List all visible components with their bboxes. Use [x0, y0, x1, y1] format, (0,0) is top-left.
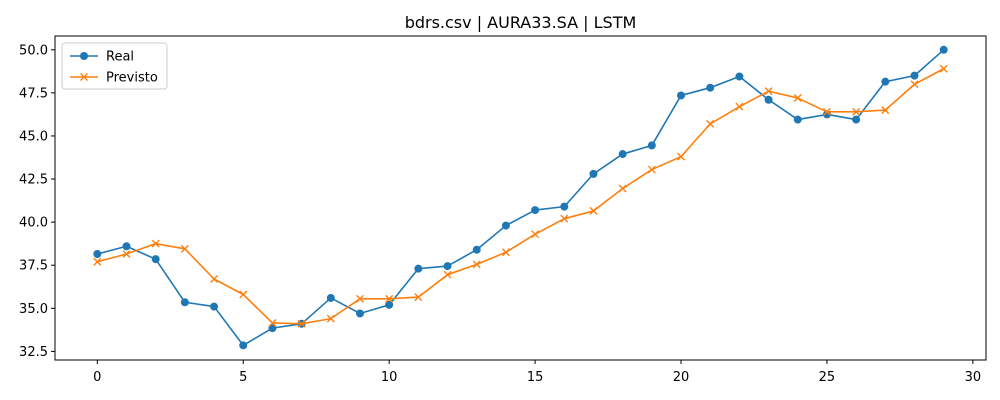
data-point-previsto: [764, 87, 773, 96]
legend-marker-previsto: [80, 73, 88, 81]
series-line-previsto: [97, 68, 945, 325]
legend-label-previsto: Previsto: [106, 71, 158, 86]
data-point-previsto: [589, 206, 598, 215]
data-point-previsto: [706, 119, 715, 128]
data-point-previsto: [122, 250, 131, 259]
data-point-previsto: [414, 293, 423, 302]
data-point-real: [560, 202, 569, 211]
data-point-real: [618, 150, 627, 159]
y-tick-label: 50.0: [19, 43, 48, 58]
data-point-real: [647, 141, 656, 150]
data-point-previsto: [326, 314, 335, 323]
data-point-real: [180, 298, 189, 307]
data-point-previsto: [443, 270, 452, 279]
data-point-previsto: [151, 239, 160, 248]
y-tick-label: 45.0: [19, 129, 48, 144]
data-point-real: [122, 242, 131, 251]
data-point-real: [793, 115, 802, 124]
data-point-real: [910, 71, 919, 80]
y-tick-label: 37.5: [19, 259, 48, 274]
data-point-previsto: [647, 165, 656, 174]
data-point-previsto: [852, 107, 861, 116]
data-point-previsto: [501, 248, 510, 257]
data-point-previsto: [268, 318, 277, 327]
data-point-previsto: [793, 94, 802, 103]
data-point-real: [939, 45, 948, 54]
x-tick-label: 5: [239, 370, 247, 385]
data-point-real: [385, 300, 394, 309]
data-point-real: [443, 262, 452, 271]
data-point-real: [735, 72, 744, 81]
data-point-previsto: [93, 257, 102, 266]
y-tick-label: 32.5: [19, 345, 48, 360]
data-point-real: [677, 91, 686, 100]
data-point-previsto: [180, 244, 189, 253]
data-point-real: [881, 77, 890, 86]
data-point-real: [239, 341, 248, 350]
x-tick-label: 15: [527, 370, 544, 385]
data-point-real: [852, 115, 861, 124]
data-point-previsto: [677, 152, 686, 161]
data-point-real: [210, 302, 219, 311]
data-point-previsto: [355, 294, 364, 303]
data-point-previsto: [531, 230, 540, 239]
data-point-previsto: [881, 106, 890, 115]
data-point-previsto: [560, 214, 569, 223]
y-tick-label: 47.5: [19, 86, 48, 101]
data-point-real: [501, 221, 510, 230]
data-point-previsto: [472, 260, 481, 269]
y-tick-label: 40.0: [19, 216, 48, 231]
data-point-real: [93, 250, 102, 259]
data-point-previsto: [297, 319, 306, 328]
data-point-real: [326, 293, 335, 302]
data-point-real: [151, 255, 160, 264]
data-point-previsto: [618, 184, 627, 193]
data-point-previsto: [822, 107, 831, 116]
data-point-real: [764, 95, 773, 104]
legend: Real Previsto: [61, 42, 168, 90]
data-point-real: [355, 309, 364, 318]
data-point-real: [531, 206, 540, 215]
data-point-previsto: [939, 64, 948, 73]
data-point-real: [589, 169, 598, 178]
data-point-previsto: [910, 80, 919, 89]
data-point-previsto: [735, 102, 744, 111]
x-tick-label: 30: [965, 370, 982, 385]
data-point-previsto: [239, 290, 248, 299]
chart-title: bdrs.csv | AURA33.SA | LSTM: [405, 13, 637, 32]
y-tick-label: 42.5: [19, 173, 48, 188]
series-line-real: [97, 49, 945, 347]
axes: 0 5 10 15 20 25 30 32.5 35.0 37.5 40.0 42.5 45.0 47.5…: [19, 35, 987, 385]
legend-label-real: Real: [106, 50, 134, 65]
data-point-real: [268, 324, 277, 333]
data-point-real: [706, 83, 715, 92]
data-point-previsto: [385, 294, 394, 303]
data-point-real: [472, 245, 481, 254]
data-point-real: [414, 264, 423, 273]
x-tick-label: 25: [819, 370, 836, 385]
axes-frame: [54, 35, 987, 361]
x-tick-label: 20: [673, 370, 690, 385]
plot-area: [93, 45, 948, 350]
data-point-previsto: [210, 275, 219, 283]
x-tick-label: 10: [381, 370, 398, 385]
y-tick-label: 35.0: [19, 302, 48, 317]
legend-marker-real: [80, 52, 88, 60]
x-tick-label: 0: [93, 370, 101, 385]
